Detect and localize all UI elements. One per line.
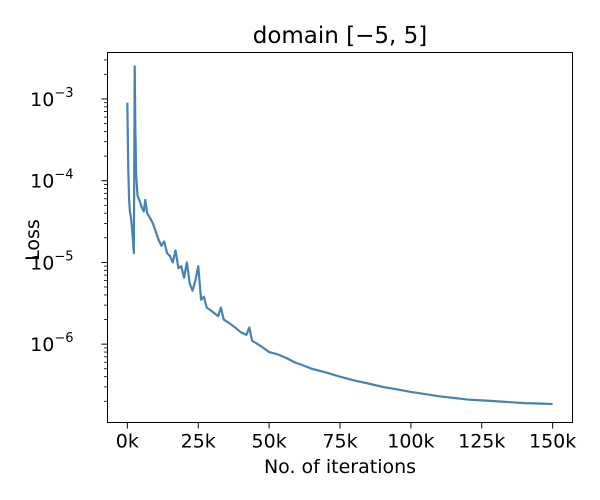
x-tick-label: 100k xyxy=(387,431,434,453)
y-tick-label: 10−3 xyxy=(30,86,73,111)
x-tick-label: 125k xyxy=(458,431,505,453)
x-tick-label: 25k xyxy=(181,431,216,453)
x-tick-label: 50k xyxy=(252,431,287,453)
x-tick-label: 75k xyxy=(322,431,357,453)
x-axis-label: No. of iterations xyxy=(264,456,416,478)
plot-frame xyxy=(107,52,573,423)
loss-series-line xyxy=(126,65,553,406)
y-tick-label: 10−6 xyxy=(30,331,73,356)
chart-title: domain [−5, 5] xyxy=(253,23,428,49)
y-axis-label: Loss xyxy=(22,219,44,261)
y-tick-label: 10−4 xyxy=(30,168,73,193)
x-tick-label: 150k xyxy=(529,431,576,453)
x-tick-label: 0k xyxy=(116,431,139,453)
